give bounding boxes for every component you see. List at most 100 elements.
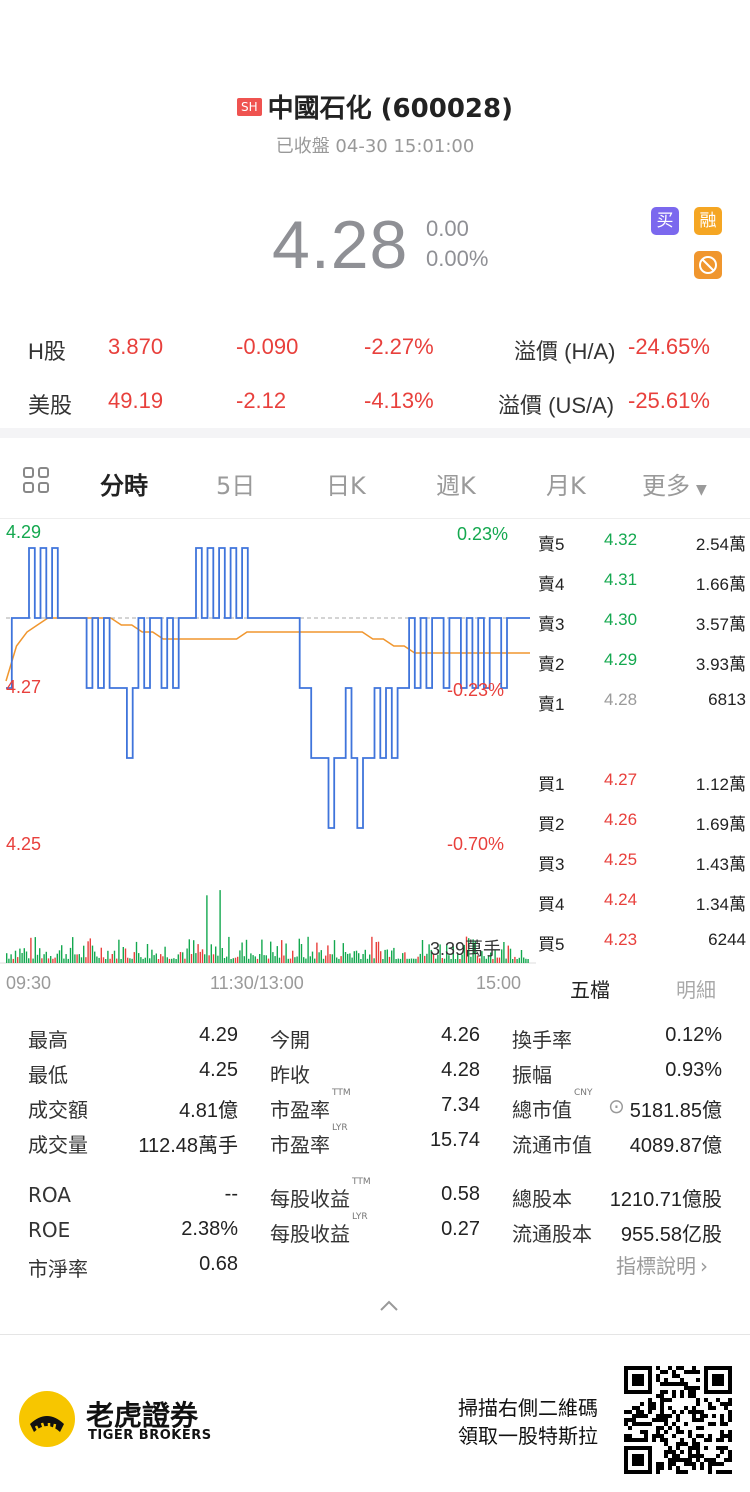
volume-bar	[322, 958, 325, 963]
volume-bar	[193, 940, 195, 963]
volume-bar	[21, 953, 23, 963]
tab-monthly-k[interactable]: 月K	[546, 472, 586, 500]
stat-label: 市淨率	[28, 1253, 88, 1282]
volume-bar	[250, 953, 252, 963]
stat-superscript: LYR	[332, 1123, 348, 1134]
volume-bar	[501, 949, 503, 963]
volume-bar	[245, 939, 248, 963]
bid-level-row[interactable]: 買5 4.23 6244	[538, 930, 748, 970]
volume-bar	[494, 949, 496, 963]
tab-daily-k[interactable]: 日K	[326, 472, 366, 500]
volume-bar	[177, 954, 179, 963]
volume-bar	[476, 955, 479, 963]
bid-level-row[interactable]: 買1 4.27 1.12萬	[538, 770, 748, 810]
intraday-chart[interactable]	[0, 518, 536, 972]
volume-bar	[366, 958, 369, 963]
related-row-h[interactable]: H股 3.870 -0.090 -2.27% 溢價 (H/A) -24.65%	[0, 334, 750, 374]
volume-bar	[296, 956, 298, 963]
volume-bar	[274, 956, 276, 963]
related-row-us[interactable]: 美股 49.19 -2.12 -4.13% 溢價 (US/A) -25.61%	[0, 388, 750, 428]
tab-intraday[interactable]: 分時	[100, 472, 148, 500]
volume-bar	[340, 956, 342, 963]
price-line	[6, 547, 530, 829]
tab-weekly-k[interactable]: 週K	[436, 472, 476, 500]
volume-bar	[58, 950, 61, 963]
volume-bar	[353, 951, 355, 963]
info-icon[interactable]: ⊙	[608, 1094, 625, 1118]
volume-bar	[239, 950, 241, 963]
price-change-pct: 0.00%	[426, 246, 489, 271]
tab-5day[interactable]: 5日	[216, 472, 256, 500]
ask-level-row[interactable]: 賣3 4.30 3.57萬	[538, 610, 748, 650]
volume-bar	[479, 958, 481, 963]
level-volume: 3.57萬	[695, 615, 746, 634]
volume-bar	[281, 940, 283, 963]
volume-bar	[388, 956, 391, 963]
indicator-link-label: 指標說明	[616, 1254, 696, 1278]
volume-bar	[241, 942, 243, 963]
stat-value: 5181.85億	[629, 1100, 722, 1122]
tab-more[interactable]: 更多 ▼	[642, 466, 707, 501]
level-volume: 2.54萬	[695, 535, 746, 554]
tab-trade-detail[interactable]: 明細	[676, 978, 716, 1002]
stat-label: 流通市值	[512, 1129, 592, 1158]
tab-more-label: 更多	[642, 472, 690, 500]
volume-bar	[98, 957, 100, 963]
volume-bar	[397, 958, 399, 963]
tab-five-levels[interactable]: 五檔	[570, 978, 610, 1002]
no-short-icon[interactable]	[694, 251, 722, 279]
grid-icon[interactable]	[22, 466, 50, 498]
y-axis-bottom: 4.25	[6, 834, 42, 854]
stat-value: 4.28	[441, 1059, 480, 1081]
stat-value: 0.68	[199, 1253, 238, 1275]
stat-value: 4089.87億	[629, 1135, 722, 1157]
ask-level-row[interactable]: 賣5 4.32 2.54萬	[538, 530, 748, 570]
volume-bar	[142, 958, 144, 963]
bid-level-row[interactable]: 買2 4.26 1.69萬	[538, 810, 748, 850]
indicator-link[interactable]: 指標說明 ›	[616, 1250, 708, 1279]
buy-badge[interactable]: 买	[651, 207, 679, 235]
volume-bar	[67, 958, 69, 963]
ask-level-row[interactable]: 賣1 4.28 6813	[538, 690, 748, 730]
stat-value: 112.48萬手	[138, 1135, 238, 1157]
related-change: -0.090	[236, 334, 299, 359]
pct-axis-top: 0.23%	[457, 524, 509, 544]
related-pct: -4.13%	[364, 388, 434, 413]
volume-bar	[155, 953, 157, 963]
tiger-logo-icon	[18, 1390, 76, 1452]
volume-bar	[36, 954, 39, 963]
volume-bar	[468, 938, 470, 963]
volume-bar	[100, 947, 102, 963]
volume-bar	[105, 959, 107, 963]
stat-label-text: 換手率	[512, 1028, 572, 1052]
chevron-right-icon: ›	[700, 1254, 708, 1278]
volume-bar	[94, 951, 96, 963]
stat-superscript: TTM	[332, 1088, 351, 1099]
bid-level-row[interactable]: 買3 4.25 1.43萬	[538, 850, 748, 890]
ask-level-row[interactable]: 賣2 4.29 3.93萬	[538, 650, 748, 690]
stat-label: 最高	[28, 1024, 68, 1053]
volume-bar	[336, 957, 338, 963]
bid-level-row[interactable]: 買4 4.24 1.34萬	[538, 890, 748, 930]
volume-bar	[470, 956, 472, 963]
collapse-chevron-icon[interactable]	[378, 1298, 400, 1318]
volume-bar	[503, 942, 505, 963]
volume-bar	[439, 944, 441, 963]
volume-bar	[329, 954, 331, 963]
volume-bar	[393, 947, 395, 963]
volume-bar	[118, 939, 120, 963]
stat-label-text: 振幅	[512, 1063, 552, 1087]
premium-label: 溢價 (US/A)	[498, 393, 615, 418]
volume-bar	[377, 941, 380, 963]
volume-bar	[331, 954, 333, 963]
volume-bars	[6, 890, 529, 963]
stat-label: 成交量	[28, 1129, 88, 1158]
volume-bar	[294, 957, 296, 963]
ask-level-row[interactable]: 賣4 4.31 1.66萬	[538, 570, 748, 610]
level-label: 賣1	[538, 695, 565, 714]
volume-bar	[325, 955, 327, 963]
margin-badge[interactable]: 融	[694, 207, 722, 235]
volume-bar	[32, 958, 34, 963]
level-volume: 6813	[708, 690, 746, 709]
stat-value: 2.38%	[181, 1218, 238, 1240]
